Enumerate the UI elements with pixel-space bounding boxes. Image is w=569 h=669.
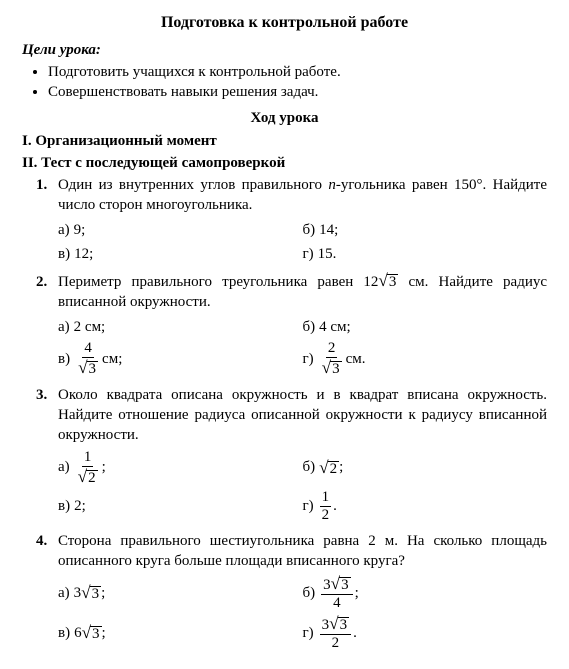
opt-label: в) bbox=[58, 349, 70, 369]
option: а)9; bbox=[58, 218, 303, 242]
task-list: 1. Один из внутренних углов правильного … bbox=[22, 175, 547, 653]
goal-item: Совершенствовать навыки решения задач. bbox=[48, 82, 547, 102]
coef: 6 bbox=[74, 623, 82, 643]
opt-label: а) bbox=[58, 583, 70, 603]
opt-value: 14; bbox=[319, 220, 338, 240]
option: а)2 см; bbox=[58, 315, 303, 339]
fraction: 1 √2 bbox=[76, 450, 100, 486]
opt-label: б) bbox=[303, 220, 316, 240]
opt-tail: см. bbox=[346, 349, 366, 369]
option: г) 1 2 . bbox=[303, 488, 548, 525]
opt-tail: см; bbox=[102, 349, 122, 369]
fraction: 4 √3 bbox=[76, 341, 100, 377]
task-number: 1. bbox=[36, 175, 47, 195]
flow-title: Ход урока bbox=[22, 108, 547, 128]
goals-list: Подготовить учащихся к контрольной работ… bbox=[22, 62, 547, 103]
opt-value: 12; bbox=[74, 244, 93, 264]
sqrt: √3 bbox=[82, 624, 102, 642]
option: в) 6√3 ; bbox=[58, 613, 303, 653]
option: б)4 см; bbox=[303, 315, 548, 339]
task-text: Один из внутренних углов правильного bbox=[58, 177, 328, 193]
opt-label: в) bbox=[58, 244, 70, 264]
opt-tail: ; bbox=[102, 457, 106, 477]
section-2: II. Тест с последующей самопроверкой bbox=[22, 153, 547, 173]
opt-value: 4 см; bbox=[319, 317, 351, 337]
task-item: 1. Один из внутренних углов правильного … bbox=[58, 175, 547, 266]
opt-tail: ; bbox=[339, 457, 343, 477]
task-text: Около квадрата описана окружность и в кв… bbox=[58, 387, 547, 444]
opt-value: 15. bbox=[318, 244, 337, 264]
opt-value: 2 см; bbox=[74, 317, 106, 337]
opt-label: б) bbox=[303, 583, 316, 603]
opt-label: а) bbox=[58, 457, 70, 477]
section-1: I. Организационный момент bbox=[22, 131, 547, 151]
task-number: 3. bbox=[36, 385, 47, 405]
fraction: 1 2 bbox=[320, 490, 332, 523]
opt-tail: ; bbox=[355, 583, 359, 603]
goals-label: Цели урока: bbox=[22, 40, 547, 60]
task-text: Сторона правильного шестиугольника равна… bbox=[58, 533, 547, 569]
option: б)14; bbox=[303, 218, 548, 242]
option: г) 3√3 2 . bbox=[303, 613, 548, 653]
opt-tail: ; bbox=[102, 623, 106, 643]
fraction: 3√3 2 bbox=[320, 615, 351, 651]
option: в)2; bbox=[58, 488, 303, 525]
task-text: Периметр правильного треугольника равен … bbox=[58, 274, 378, 290]
fraction: 2 √3 bbox=[320, 341, 344, 377]
task-item: 4. Сторона правильного шестиугольника ра… bbox=[58, 531, 547, 654]
task-number: 4. bbox=[36, 531, 47, 551]
opt-label: а) bbox=[58, 220, 70, 240]
goal-item: Подготовить учащихся к контрольной работ… bbox=[48, 62, 547, 82]
task-item: 2. Периметр правильного треугольника рав… bbox=[58, 272, 547, 379]
opt-value: 2; bbox=[74, 496, 86, 516]
option: б) √2 ; bbox=[303, 448, 548, 488]
opt-tail: . bbox=[353, 623, 357, 643]
option: в)12; bbox=[58, 242, 303, 266]
task-number: 2. bbox=[36, 272, 47, 292]
option: а) 3√3 ; bbox=[58, 573, 303, 613]
option: г) 2 √3 см. bbox=[303, 339, 548, 379]
opt-label: в) bbox=[58, 623, 70, 643]
option: а) 1 √2 ; bbox=[58, 448, 303, 488]
options: а) 1 √2 ; б) √2 ; в)2; г) 1 2 . bbox=[58, 448, 547, 525]
option: г)15. bbox=[303, 242, 548, 266]
opt-label: б) bbox=[303, 457, 316, 477]
task-item: 3. Около квадрата описана окружность и в… bbox=[58, 385, 547, 525]
options: а)9; б)14; в)12; г)15. bbox=[58, 218, 547, 267]
option: в) 4 √3 см; bbox=[58, 339, 303, 379]
sqrt: √3 bbox=[378, 272, 398, 290]
opt-label: а) bbox=[58, 317, 70, 337]
opt-label: г) bbox=[303, 349, 314, 369]
sqrt: √2 bbox=[319, 459, 339, 477]
fraction: 3√3 4 bbox=[321, 575, 352, 611]
option: б) 3√3 4 ; bbox=[303, 573, 548, 613]
opt-value: 9; bbox=[74, 220, 86, 240]
coef: 3 bbox=[74, 583, 82, 603]
page-title: Подготовка к контрольной работе bbox=[22, 12, 547, 34]
opt-tail: ; bbox=[101, 583, 105, 603]
opt-label: г) bbox=[303, 496, 314, 516]
options: а) 3√3 ; б) 3√3 4 ; в) 6√3 ; г) 3√ bbox=[58, 573, 547, 653]
sqrt: √3 bbox=[81, 584, 101, 602]
var-n: n bbox=[328, 177, 336, 193]
opt-label: г) bbox=[303, 623, 314, 643]
options: а)2 см; б)4 см; в) 4 √3 см; г) 2 √3 см. bbox=[58, 315, 547, 379]
opt-label: б) bbox=[303, 317, 316, 337]
opt-tail: . bbox=[333, 496, 337, 516]
opt-label: г) bbox=[303, 244, 314, 264]
opt-label: в) bbox=[58, 496, 70, 516]
